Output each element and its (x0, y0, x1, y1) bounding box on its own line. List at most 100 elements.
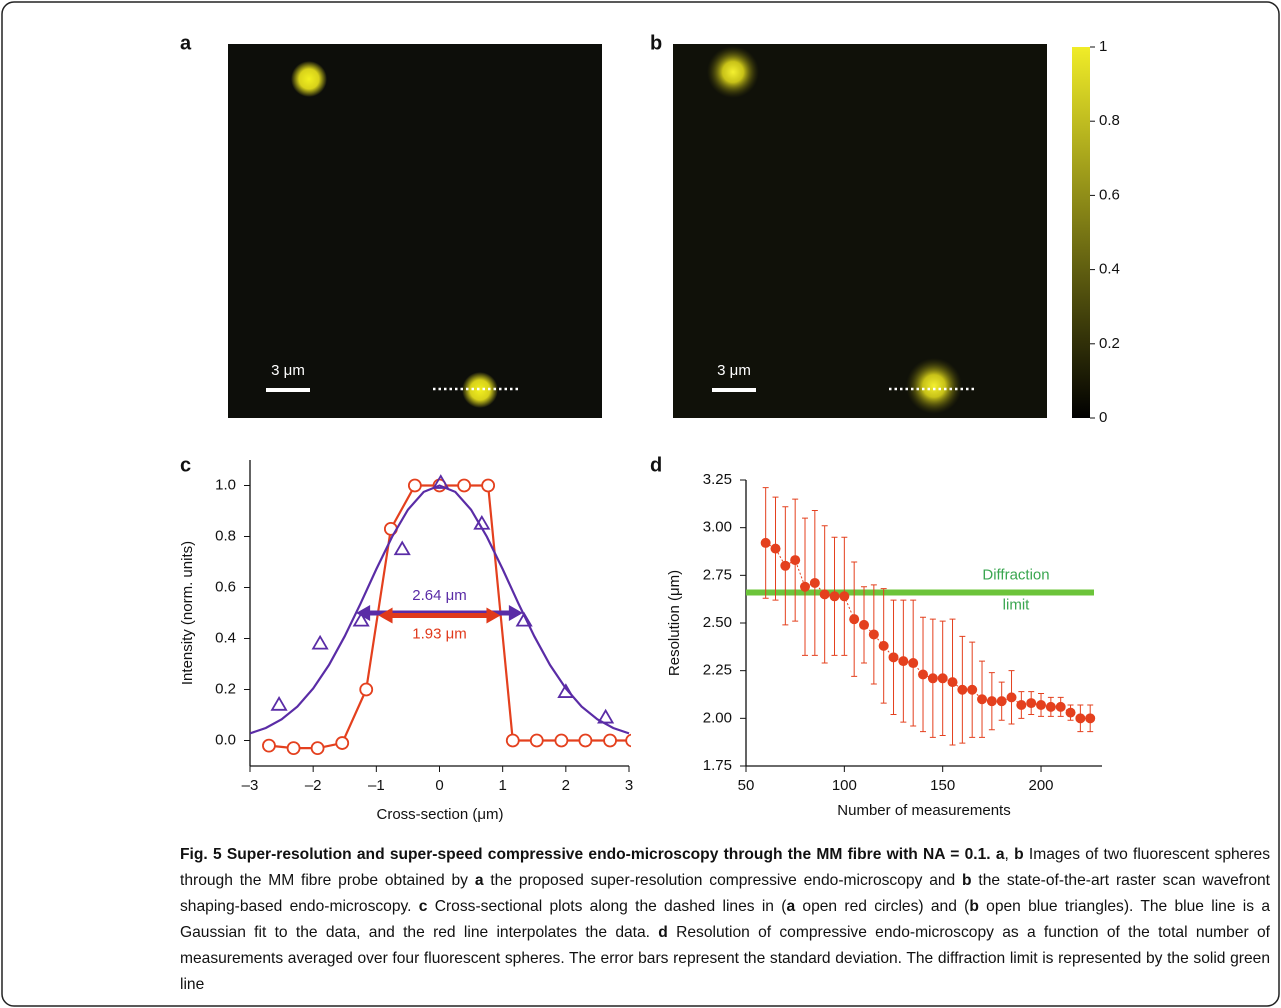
scale-bar-label: 3 μm (717, 362, 751, 379)
data-point (625, 733, 631, 748)
data-point (1085, 713, 1096, 724)
y-tick-label: 0.0 (215, 731, 236, 748)
data-point (1065, 707, 1076, 718)
data-point (927, 673, 938, 684)
data-point (432, 474, 450, 489)
x-tick-label: 150 (930, 777, 955, 794)
x-tick-label: –3 (242, 777, 259, 794)
x-tick-label: 200 (1029, 777, 1054, 794)
caption-run: d (658, 924, 668, 941)
data-point (310, 741, 325, 756)
y-tick-label: 3.00 (703, 519, 732, 536)
data-point (554, 733, 569, 748)
y-tick-label: 2.25 (703, 662, 732, 679)
x-tick-label: –1 (368, 777, 385, 794)
data-point (481, 478, 496, 493)
panel-label: d (650, 454, 662, 476)
data-point (809, 577, 820, 588)
data-point (603, 733, 617, 748)
data-point (393, 540, 411, 556)
colorbar (1072, 47, 1090, 418)
image-b (673, 44, 1047, 418)
data-point (1045, 701, 1056, 712)
data-point (286, 741, 301, 756)
y-tick-label: 0.8 (215, 527, 236, 544)
data-point (800, 581, 811, 592)
arrow-head (486, 607, 501, 624)
x-tick-label: 100 (832, 777, 857, 794)
data-point (352, 611, 370, 627)
data-point (878, 640, 889, 651)
panel-label: a (180, 32, 192, 54)
panel-label: b (650, 32, 662, 54)
data-point (1055, 701, 1066, 712)
caption-run: the proposed super-resolution compressiv… (483, 872, 963, 889)
y-tick-label: 1.75 (703, 757, 732, 774)
data-point (908, 658, 919, 669)
data-point (947, 677, 958, 688)
data-point (829, 591, 840, 602)
data-point (996, 696, 1007, 707)
sphere (462, 372, 498, 408)
y-tick-label: 0.2 (215, 680, 236, 697)
caption-run: Resolution of compressive endo-microscop… (180, 924, 1270, 993)
data-point (407, 478, 422, 493)
colorbar-tick-label: 0.8 (1099, 112, 1120, 129)
data-point (898, 656, 909, 667)
caption-run: the state-of-the-art raster scan wavefro… (180, 872, 1271, 915)
y-tick-label: 2.50 (703, 614, 732, 631)
panel-label: c (180, 454, 191, 476)
caption-run: b (1014, 846, 1024, 863)
caption-run: Images of two fluorescent spheres throug… (180, 846, 1270, 889)
data-point (335, 736, 350, 750)
arrow-head (508, 605, 523, 621)
y-axis-label: Intensity (norm. units) (179, 541, 196, 685)
annotation: 1.93 μm (412, 626, 467, 643)
data-point (839, 591, 850, 602)
data-point (597, 708, 615, 724)
sphere (906, 358, 962, 414)
y-tick-label: 0.4 (215, 629, 236, 646)
y-tick-label: 2.75 (703, 566, 732, 583)
caption-run: Fig. 5 Super-resolution and super-speed … (180, 846, 1005, 863)
colorbar-tick-label: 0 (1099, 409, 1107, 426)
caption-run: open red circles) and ( (795, 898, 970, 915)
data-point (859, 619, 870, 630)
data-point (937, 673, 948, 684)
y-axis-label: Resolution (μm) (666, 570, 683, 676)
data-point (270, 696, 288, 711)
data-point (819, 589, 830, 600)
x-axis-label: Number of measurements (837, 802, 1010, 819)
colorbar-tick-label: 0.2 (1099, 335, 1120, 352)
x-tick-label: –2 (305, 777, 322, 794)
series-line (250, 484, 630, 735)
reference-label: limit (1003, 596, 1030, 613)
data-point (578, 733, 593, 748)
data-point (1016, 699, 1027, 710)
caption-run: open blue triangles). The blue line is a… (180, 898, 1270, 941)
y-tick-label: 3.25 (703, 471, 732, 488)
caption-run: Cross-sectional plots along the dashed l… (427, 898, 787, 915)
arrow-head (356, 605, 371, 621)
data-point (457, 478, 472, 493)
image-a (228, 44, 602, 418)
data-point (986, 696, 997, 707)
data-point (515, 611, 533, 627)
data-point (311, 634, 329, 650)
data-point (529, 733, 544, 748)
series-line (268, 484, 631, 750)
colorbar-tick-label: 0.4 (1099, 261, 1120, 278)
data-point (888, 652, 899, 663)
data-point (1026, 698, 1037, 709)
data-point (1006, 692, 1017, 703)
data-point (780, 560, 791, 571)
x-tick-label: 0 (435, 777, 443, 794)
data-point (770, 543, 781, 554)
arrow-head (378, 607, 393, 624)
annotation: 2.64 μm (412, 587, 467, 604)
reference-label: Diffraction (982, 566, 1049, 583)
caption-run: a (786, 898, 796, 915)
y-tick-label: 1.0 (215, 476, 236, 493)
